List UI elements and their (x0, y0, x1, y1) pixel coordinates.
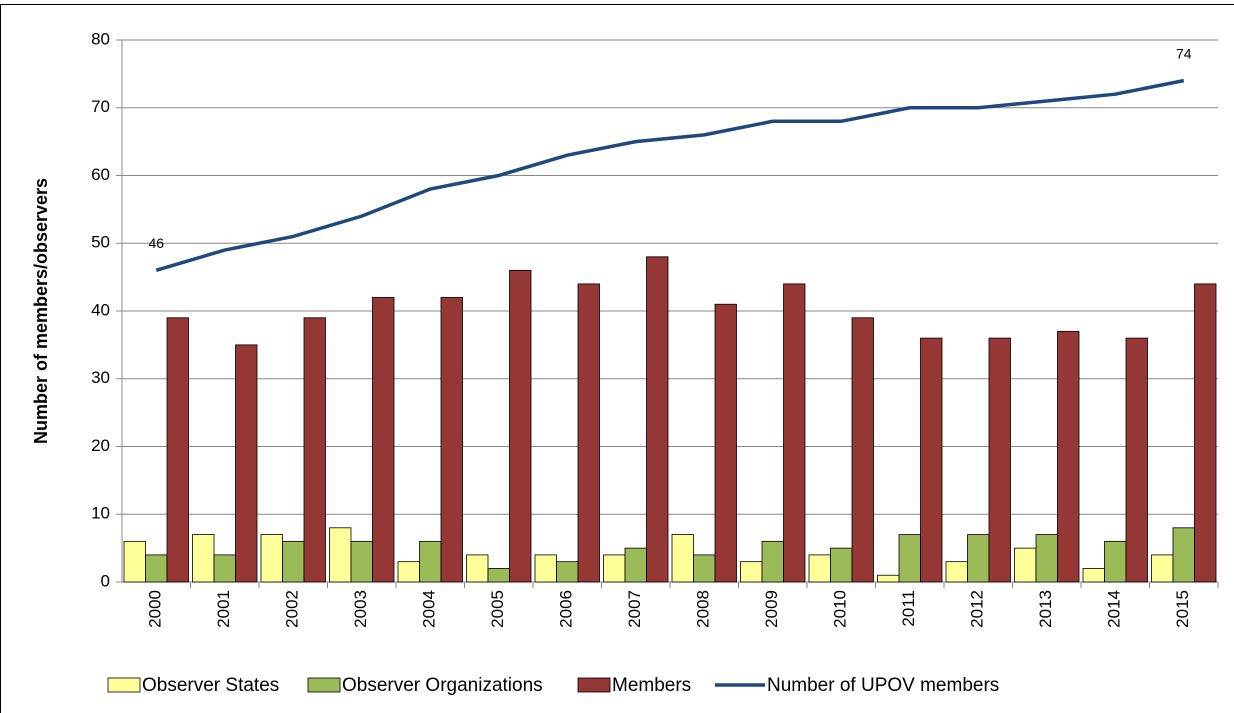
bar (509, 269, 532, 583)
y-tick-label: 40 (91, 300, 110, 319)
y-tick-label: 80 (91, 29, 110, 48)
bar (556, 561, 579, 583)
x-tick-label: 2011 (899, 590, 918, 627)
bar (988, 337, 1011, 583)
bar (898, 534, 921, 583)
bar (920, 337, 943, 583)
legend-swatch (307, 677, 341, 693)
bar (877, 574, 900, 583)
bar (1194, 283, 1217, 583)
bar (282, 540, 305, 583)
bar (851, 317, 874, 583)
bar (372, 297, 395, 583)
bar (123, 540, 146, 583)
y-tick-label: 70 (91, 97, 110, 116)
x-tick-label: 2009 (762, 590, 781, 628)
bar (646, 256, 669, 583)
bar (1035, 534, 1058, 583)
bar (329, 527, 352, 583)
bar (303, 317, 326, 583)
x-tick-label: 2013 (1036, 590, 1055, 628)
line (155, 78, 1185, 273)
legend-label: Observer Organizations (342, 675, 543, 696)
x-tick-label: 2008 (694, 590, 713, 628)
bar (213, 554, 236, 583)
legend-label: Members (612, 675, 691, 696)
data-label: 46 (148, 235, 164, 251)
bar (1057, 330, 1080, 583)
bar (534, 554, 557, 583)
x-tick-label: 2014 (1105, 590, 1124, 628)
bar (145, 554, 168, 583)
legend-label: Observer States (142, 675, 279, 696)
x-tick-label: 2010 (831, 590, 850, 628)
x-tick-label: 2004 (420, 590, 439, 628)
x-tick-label: 2000 (146, 590, 165, 628)
bar (166, 317, 189, 583)
bar (1172, 527, 1195, 583)
bar (1125, 337, 1148, 583)
bar (192, 534, 215, 583)
bar (624, 547, 647, 583)
y-tick-label: 30 (91, 368, 110, 387)
x-tick-label: 2002 (283, 590, 302, 628)
bar (350, 540, 373, 583)
x-tick-label: 2005 (488, 590, 507, 628)
bar (808, 554, 831, 583)
bar (714, 303, 737, 583)
y-axis-label: Number of members/observers (31, 178, 51, 444)
bar (693, 554, 716, 583)
bar (440, 297, 463, 583)
y-tick-label: 10 (91, 504, 110, 523)
bar (1104, 540, 1127, 583)
y-tick-label: 20 (91, 436, 110, 455)
x-tick-label: 2006 (557, 590, 576, 628)
data-label: 74 (1176, 45, 1192, 61)
bar (1014, 547, 1037, 583)
bar (945, 561, 968, 583)
x-tick-label: 2001 (214, 590, 233, 628)
y-tick-label: 50 (91, 233, 110, 252)
bar (967, 534, 990, 583)
bar (761, 540, 784, 583)
bar (577, 283, 600, 583)
bar (830, 547, 853, 583)
legend-label: Number of UPOV members (767, 675, 999, 696)
bar (260, 534, 283, 583)
bar (783, 283, 806, 583)
legend-swatch (107, 677, 141, 693)
x-tick-label: 2007 (625, 590, 644, 628)
y-tick-label: 0 (101, 571, 110, 590)
bar (1151, 554, 1174, 583)
bar (487, 568, 510, 583)
bar (740, 561, 763, 583)
legend-swatch (577, 677, 611, 693)
bar (466, 554, 489, 583)
y-tick-label: 60 (91, 165, 110, 184)
x-tick-label: 2003 (351, 590, 370, 628)
bar (397, 561, 420, 583)
bar (419, 540, 442, 583)
bar (235, 344, 258, 583)
bar (671, 534, 694, 583)
bar (1082, 568, 1105, 583)
bar (603, 554, 626, 583)
x-tick-label: 2012 (968, 590, 987, 628)
x-tick-label: 2015 (1173, 590, 1192, 628)
